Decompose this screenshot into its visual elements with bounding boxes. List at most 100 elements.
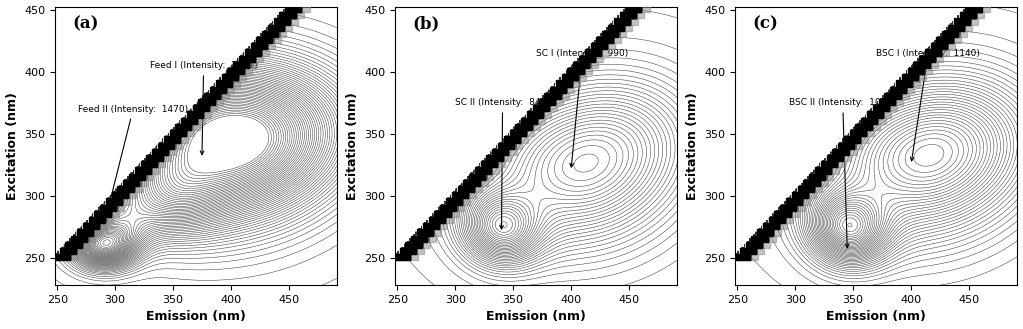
- Bar: [190, 124, 199, 130]
- Bar: [81, 242, 90, 248]
- Bar: [958, 31, 967, 37]
- Bar: [429, 217, 445, 223]
- Bar: [54, 254, 70, 260]
- Bar: [774, 211, 791, 217]
- Bar: [873, 105, 889, 112]
- Bar: [509, 130, 526, 136]
- Bar: [405, 242, 421, 248]
- Bar: [435, 211, 450, 217]
- Bar: [855, 124, 872, 130]
- Bar: [830, 167, 839, 173]
- Bar: [420, 242, 430, 248]
- Bar: [417, 229, 433, 236]
- Bar: [75, 248, 84, 254]
- Bar: [127, 192, 136, 198]
- Bar: [768, 217, 785, 223]
- Bar: [484, 173, 493, 180]
- Text: Feed I (Intensity:  1970): Feed I (Intensity: 1970): [149, 61, 258, 155]
- Bar: [69, 254, 78, 260]
- Bar: [888, 105, 897, 112]
- Bar: [94, 211, 110, 217]
- Bar: [492, 149, 508, 155]
- Text: SC II (Intensity:  840): SC II (Intensity: 840): [455, 98, 550, 229]
- Bar: [980, 6, 989, 12]
- Bar: [579, 56, 595, 62]
- Bar: [640, 6, 650, 12]
- Bar: [945, 43, 954, 49]
- Bar: [571, 81, 580, 87]
- Bar: [827, 155, 843, 161]
- Bar: [882, 112, 891, 118]
- X-axis label: Emission (nm): Emission (nm): [486, 311, 586, 323]
- Bar: [251, 43, 267, 49]
- Text: (b): (b): [412, 16, 439, 33]
- Text: (c): (c): [752, 16, 777, 33]
- Bar: [766, 236, 775, 242]
- Bar: [457, 186, 474, 192]
- Bar: [279, 12, 296, 18]
- Bar: [257, 37, 272, 43]
- Bar: [833, 149, 848, 155]
- Bar: [466, 192, 476, 198]
- Bar: [216, 81, 232, 87]
- Bar: [187, 112, 204, 118]
- Bar: [452, 192, 468, 198]
- Y-axis label: Excitation (nm): Excitation (nm): [5, 92, 18, 200]
- Bar: [550, 87, 567, 93]
- Bar: [634, 12, 643, 18]
- Bar: [498, 142, 515, 149]
- Bar: [884, 93, 900, 99]
- X-axis label: Emission (nm): Emission (nm): [146, 311, 247, 323]
- Bar: [184, 130, 193, 136]
- Bar: [158, 142, 174, 149]
- Bar: [740, 248, 756, 254]
- Bar: [555, 81, 572, 87]
- Bar: [877, 118, 886, 124]
- Bar: [542, 112, 551, 118]
- Bar: [733, 254, 750, 260]
- Bar: [501, 155, 510, 161]
- Bar: [777, 223, 787, 229]
- Bar: [847, 149, 856, 155]
- Bar: [864, 130, 874, 136]
- Bar: [544, 93, 561, 99]
- Bar: [481, 161, 497, 167]
- Bar: [394, 254, 410, 260]
- Bar: [934, 56, 943, 62]
- Bar: [59, 248, 76, 254]
- Bar: [844, 136, 860, 142]
- Bar: [455, 205, 464, 211]
- Bar: [763, 223, 780, 229]
- Bar: [931, 43, 947, 49]
- Bar: [262, 31, 278, 37]
- Bar: [77, 229, 93, 236]
- Bar: [760, 242, 770, 248]
- Bar: [208, 105, 217, 112]
- Bar: [109, 211, 119, 217]
- Bar: [905, 87, 915, 93]
- Bar: [928, 62, 938, 68]
- Bar: [214, 99, 223, 105]
- Bar: [772, 229, 782, 236]
- Bar: [192, 105, 209, 112]
- Bar: [755, 248, 764, 254]
- Bar: [966, 6, 982, 12]
- Bar: [490, 167, 499, 173]
- Bar: [812, 186, 821, 192]
- Bar: [440, 205, 456, 211]
- Bar: [260, 49, 269, 56]
- Bar: [438, 223, 447, 229]
- Bar: [606, 43, 615, 49]
- Bar: [83, 223, 99, 229]
- Bar: [562, 74, 578, 81]
- Bar: [907, 68, 924, 74]
- Bar: [790, 211, 799, 217]
- Bar: [118, 186, 134, 192]
- Bar: [533, 105, 549, 112]
- Bar: [210, 87, 226, 93]
- Bar: [129, 173, 145, 180]
- Bar: [868, 112, 883, 118]
- Bar: [749, 254, 758, 260]
- Bar: [599, 49, 609, 56]
- Bar: [181, 118, 197, 124]
